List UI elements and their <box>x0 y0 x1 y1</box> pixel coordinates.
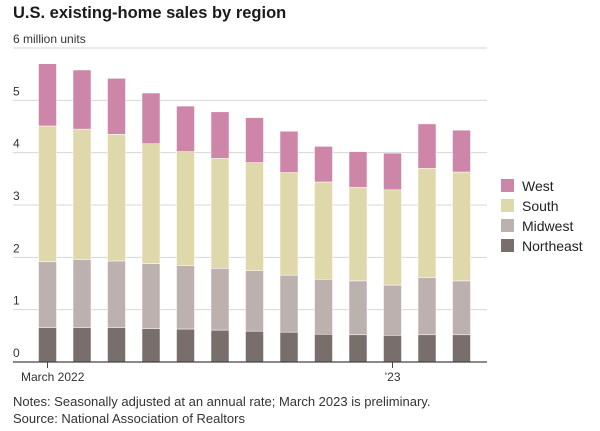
legend-swatch-northeast <box>501 239 514 252</box>
y-tick-label-1: 1 <box>13 294 20 308</box>
bar-south-2 <box>107 134 126 262</box>
bar-south-3 <box>141 143 161 264</box>
source-text: Source: National Association of Realtors <box>13 410 245 426</box>
legend-label-northeast: Northeast <box>522 237 583 254</box>
bar-west-5 <box>210 111 230 159</box>
bar-northeast-10 <box>383 335 402 363</box>
legend: West South Midwest Northeast <box>501 176 583 256</box>
y-tick-label-3: 3 <box>13 189 20 203</box>
bar-west-11 <box>417 123 437 169</box>
bar-south-1 <box>72 128 92 260</box>
bar-midwest-1 <box>72 259 92 328</box>
legend-swatch-midwest <box>501 219 514 232</box>
bar-midwest-9 <box>348 280 368 336</box>
bar-northeast-7 <box>279 331 299 363</box>
bar-west-0 <box>38 63 57 127</box>
legend-item-midwest: Midwest <box>501 216 583 235</box>
chart-title: U.S. existing-home sales by region <box>13 4 287 22</box>
bar-midwest-0 <box>38 261 57 328</box>
bar-south-8 <box>314 181 333 280</box>
y-tick-label-4: 4 <box>13 137 20 151</box>
bar-west-10 <box>383 152 402 191</box>
bar-midwest-6 <box>245 270 264 332</box>
bar-midwest-5 <box>210 268 230 331</box>
bar-west-2 <box>107 78 126 135</box>
bar-west-6 <box>245 117 264 163</box>
bar-west-9 <box>348 151 368 188</box>
bar-south-6 <box>245 162 264 271</box>
bar-midwest-4 <box>176 265 195 330</box>
bar-west-1 <box>72 69 92 130</box>
y-tick-label-0: 0 <box>13 346 20 360</box>
bar-northeast-9 <box>348 334 368 363</box>
bar-northeast-11 <box>417 334 437 363</box>
legend-label-south: South <box>522 197 559 214</box>
bar-midwest-8 <box>314 279 333 335</box>
bar-northeast-1 <box>72 327 92 363</box>
bar-northeast-3 <box>141 328 161 363</box>
x-tick-label-10: ’23 <box>384 370 400 384</box>
bar-south-7 <box>279 172 299 276</box>
legend-item-south: South <box>501 196 583 215</box>
bar-south-11 <box>417 168 437 278</box>
chart-notes: Notes: Seasonally adjusted at an annual … <box>13 394 430 427</box>
notes-text: Notes: Seasonally adjusted at an annual … <box>13 394 431 409</box>
bar-south-0 <box>38 125 57 262</box>
bar-south-9 <box>348 186 368 282</box>
legend-swatch-south <box>501 199 514 212</box>
bar-midwest-11 <box>417 277 437 336</box>
legend-item-northeast: Northeast <box>501 236 583 255</box>
bar-west-3 <box>141 92 161 145</box>
bar-northeast-5 <box>210 329 230 363</box>
bar-midwest-3 <box>141 263 161 329</box>
legend-swatch-west <box>501 179 514 192</box>
bar-northeast-2 <box>107 327 126 363</box>
bar-west-7 <box>279 130 299 173</box>
y-tick-label-6: 6 million units <box>13 32 86 46</box>
bar-northeast-4 <box>176 328 195 363</box>
bar-south-5 <box>210 158 230 269</box>
bar-south-10 <box>383 189 402 286</box>
bar-midwest-2 <box>107 260 126 328</box>
y-tick-label-2: 2 <box>13 241 20 255</box>
bar-west-4 <box>176 105 195 152</box>
bar-west-8 <box>314 146 333 183</box>
bar-south-4 <box>176 151 195 266</box>
bar-northeast-8 <box>314 334 333 363</box>
bar-west-12 <box>452 129 471 173</box>
bar-midwest-12 <box>452 280 471 336</box>
bar-midwest-10 <box>383 284 402 336</box>
legend-item-west: West <box>501 176 583 195</box>
y-tick-label-5: 5 <box>13 84 20 98</box>
x-tick-label-0: March 2022 <box>21 370 85 384</box>
bar-northeast-12 <box>452 334 471 363</box>
bar-south-12 <box>452 171 471 282</box>
legend-label-west: West <box>522 177 554 194</box>
legend-label-midwest: Midwest <box>522 217 574 234</box>
bar-midwest-7 <box>279 274 299 333</box>
bar-northeast-0 <box>38 327 57 363</box>
bar-northeast-6 <box>245 330 264 363</box>
